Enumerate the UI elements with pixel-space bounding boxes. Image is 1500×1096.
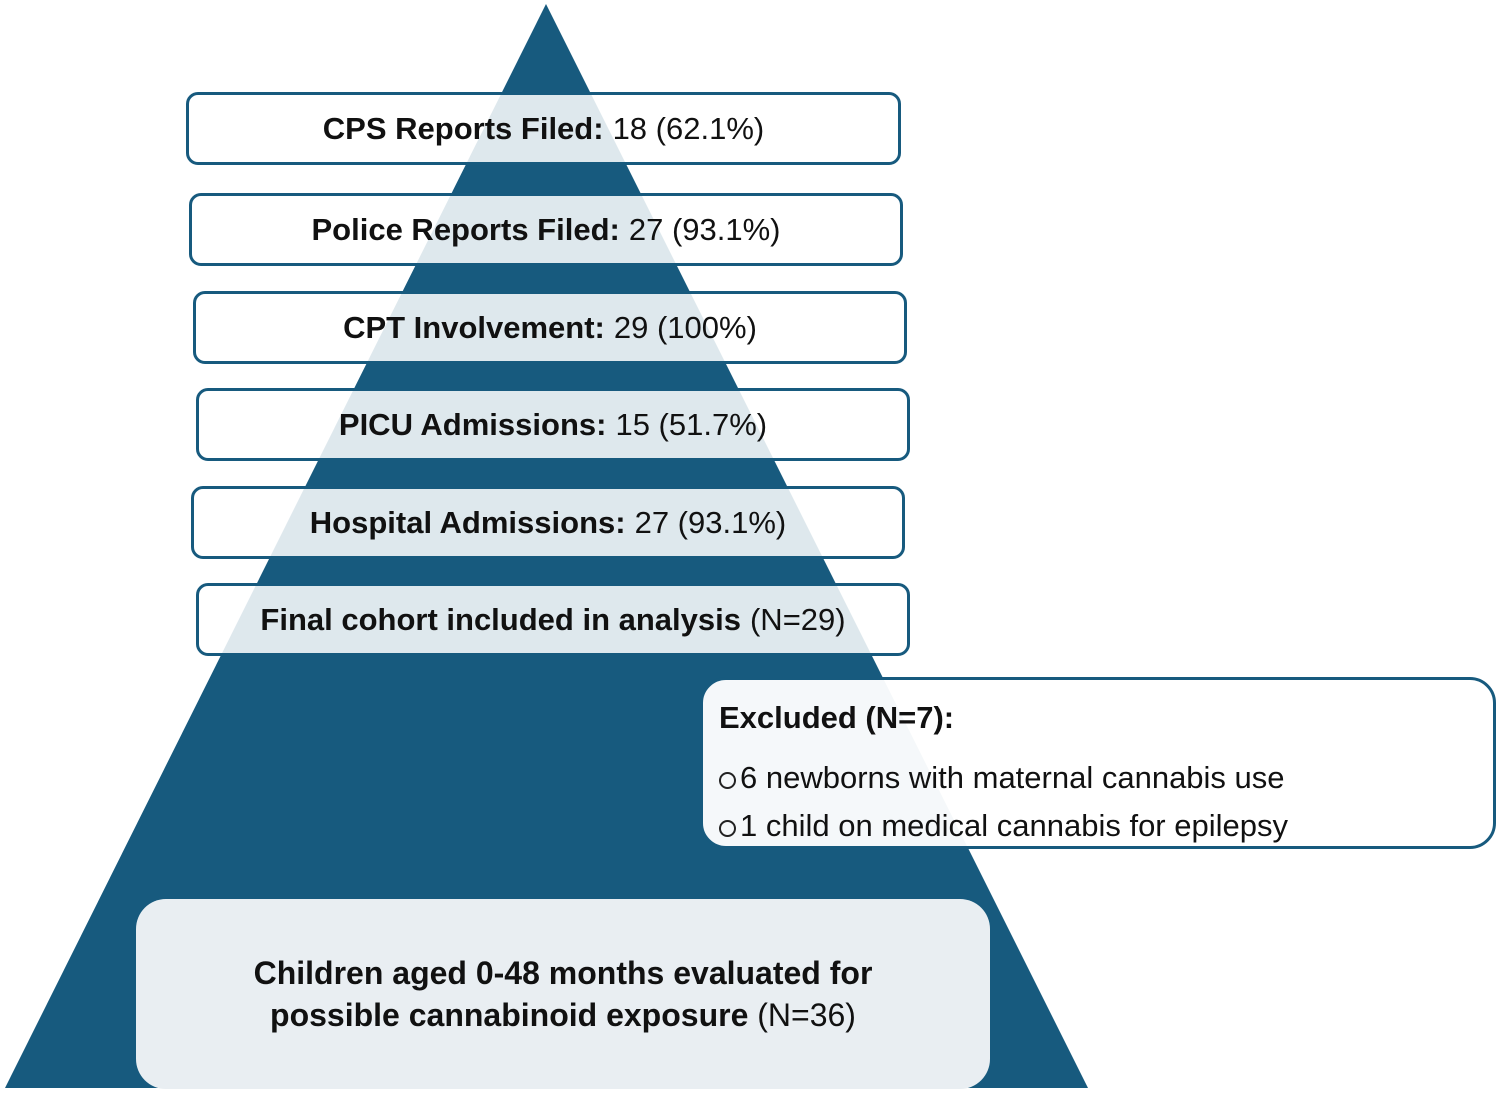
tier-cpt-involvement: CPT Involvement: 29 (100%) (193, 291, 907, 364)
tier-hospital-admissions: Hospital Admissions: 27 (93.1%) (191, 486, 905, 559)
tier-police-reports: Police Reports Filed: 27 (93.1%) (189, 193, 903, 266)
tier-label: Final cohort included in analysis (260, 601, 741, 637)
tier-label: CPT Involvement: (343, 309, 605, 345)
tier-final-cohort: Final cohort included in analysis (N=29) (196, 583, 910, 656)
excluded-box: Excluded (N=7): 6 newborns with maternal… (700, 677, 1496, 849)
tier-value: (N=29) (749, 601, 846, 637)
tier-value: 15 (51.7%) (615, 406, 768, 442)
base-line-1: Children aged 0-48 months evaluated for (254, 952, 873, 994)
tier-label: PICU Admissions: (338, 406, 607, 442)
excluded-title: Excluded (N=7): (719, 700, 955, 735)
base-line-1-text: Children aged 0-48 months evaluated for (253, 955, 873, 991)
base-line-2: possible cannabinoid exposure (N=36) (270, 994, 856, 1036)
tier-label: Hospital Admissions: (309, 504, 626, 540)
tier-picu-admissions: PICU Admissions: 15 (51.7%) (196, 388, 910, 461)
tier-label: Police Reports Filed: (311, 211, 620, 247)
tier-label: CPS Reports Filed: (322, 110, 604, 146)
tier-value: 29 (100%) (613, 309, 757, 345)
circle-bullet-icon (719, 819, 736, 837)
base-line-2-value: (N=36) (757, 997, 856, 1033)
tier-value: 27 (93.1%) (634, 504, 787, 540)
excluded-item: 6 newborns with maternal cannabis use (719, 754, 1493, 802)
excluded-item: 1 child on medical cannabis for epilepsy (719, 802, 1493, 850)
base-line-2-text: possible cannabinoid exposure (270, 997, 749, 1033)
base-box: Children aged 0-48 months evaluated for … (136, 899, 990, 1089)
tier-cps-reports: CPS Reports Filed: 18 (62.1%) (186, 92, 901, 165)
circle-bullet-icon (719, 771, 736, 789)
tier-value: 18 (62.1%) (612, 110, 765, 146)
excluded-item-text: 6 newborns with maternal cannabis use (740, 760, 1285, 795)
excluded-item-text: 1 child on medical cannabis for epilepsy (740, 808, 1288, 843)
tier-value: 27 (93.1%) (628, 211, 781, 247)
